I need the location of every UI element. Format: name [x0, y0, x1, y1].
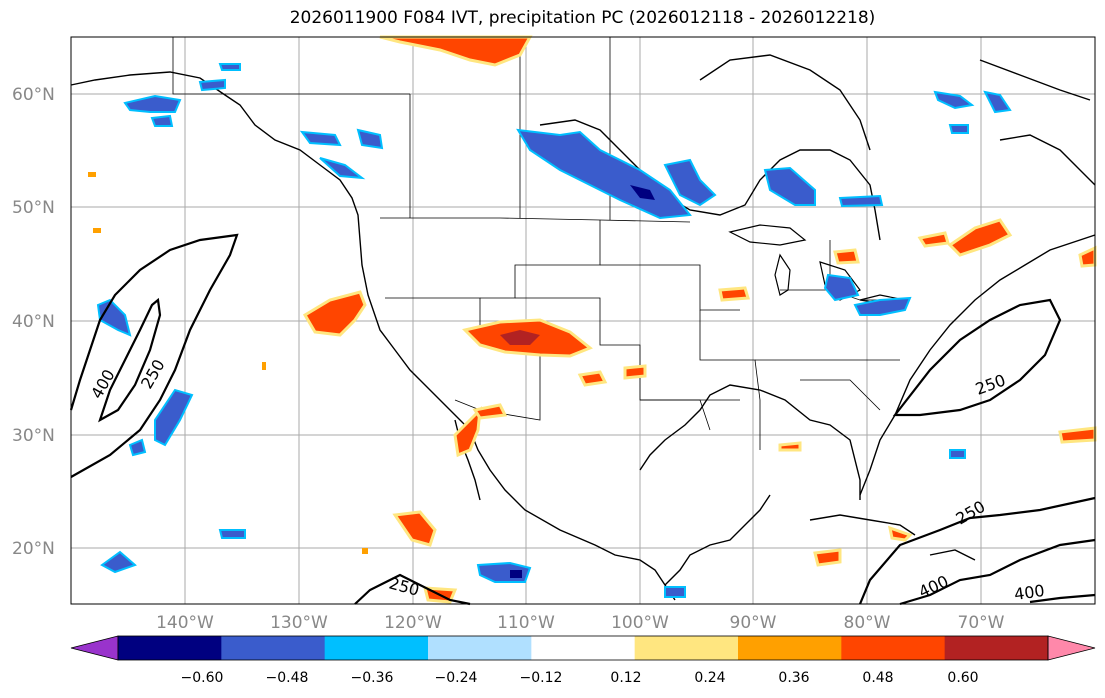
contour-label: 400 — [1013, 581, 1046, 604]
colorbar-bin — [634, 636, 739, 660]
colorbar-bin — [841, 636, 946, 660]
lon-label: 90°W — [730, 613, 777, 633]
lon-label: 130°W — [270, 613, 328, 633]
positive-anomalies — [88, 35, 1097, 604]
lon-label: 70°W — [958, 613, 1005, 633]
colorbar-tick-label: 0.60 — [947, 670, 978, 686]
colorbar-tick-label: −0.36 — [351, 670, 394, 686]
colorbar-bin — [428, 636, 532, 660]
colorbar-bin — [221, 636, 326, 660]
lon-label: 120°W — [384, 613, 442, 633]
lon-label: 140°W — [156, 613, 214, 633]
colorbar-bin — [118, 636, 222, 660]
colorbar-extend-high — [1047, 635, 1096, 661]
colorbar-tick-label: −0.24 — [435, 670, 478, 686]
colorbar-tick-label: 0.48 — [862, 670, 893, 686]
colorbar-bin — [944, 636, 1049, 660]
colorbar — [70, 635, 1096, 661]
lat-label: 60°N — [12, 85, 55, 105]
lon-label: 100°W — [611, 613, 669, 633]
lat-label: 20°N — [12, 539, 55, 559]
map-title: 2026011900 F084 IVT, precipitation PC (2… — [289, 8, 876, 28]
colorbar-labels: −0.60 −0.48 −0.36 −0.24 −0.12 0.12 0.24 … — [181, 670, 979, 686]
negative-anomalies — [96, 63, 1012, 598]
colorbar-tick-label: −0.48 — [266, 670, 309, 686]
colorbar-bin — [324, 636, 429, 660]
colorbar-tick-label: 0.12 — [610, 670, 641, 686]
lat-label: 40°N — [12, 312, 55, 332]
colorbar-tick-label: −0.60 — [181, 670, 224, 686]
lat-label: 30°N — [12, 426, 55, 446]
lon-label: 80°W — [844, 613, 891, 633]
longitude-labels: 140°W 130°W 120°W 110°W 100°W 90°W 80°W … — [156, 613, 1005, 633]
colorbar-extend-low — [70, 635, 119, 661]
colorbar-tick-label: 0.24 — [694, 670, 725, 686]
lat-label: 50°N — [12, 198, 55, 218]
map-frame — [70, 36, 1096, 605]
coastlines — [70, 54, 1096, 601]
latitude-labels: 60°N 50°N 40°N 30°N 20°N — [12, 85, 55, 559]
colorbar-tick-label: −0.12 — [520, 670, 563, 686]
colorbar-frame — [117, 635, 1049, 661]
lon-label: 110°W — [497, 613, 555, 633]
colorbar-tick-label: 0.36 — [778, 670, 809, 686]
ivt-contours — [69, 233, 1096, 606]
colorbar-bin — [738, 636, 842, 660]
colorbar-bin — [531, 636, 636, 660]
